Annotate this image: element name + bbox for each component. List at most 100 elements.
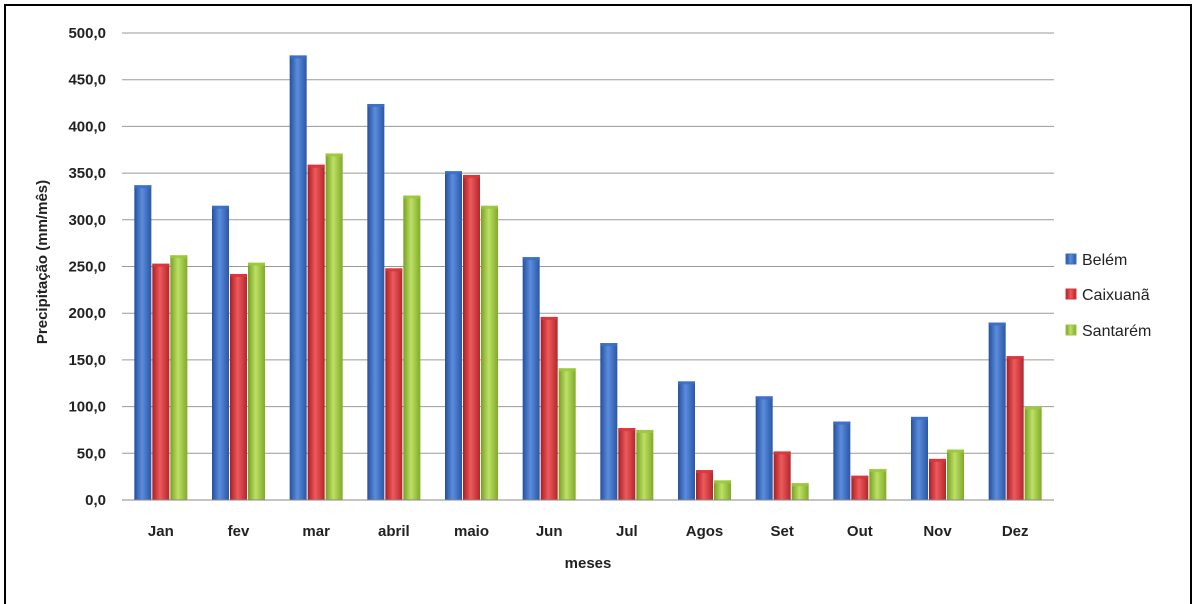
x-tick-label: mar [302, 523, 330, 540]
bar-Caixuanã-Set [773, 451, 791, 500]
x-tick-label: abril [378, 523, 410, 540]
x-tick-label: Set [770, 523, 793, 540]
bar [678, 381, 695, 500]
legend-label: Caixuanã [1082, 287, 1150, 304]
bar-cap [755, 396, 773, 400]
bar-cap [1024, 406, 1042, 410]
bar [170, 255, 188, 500]
bar-cap [248, 262, 265, 266]
bar-cap [134, 185, 152, 189]
bar [307, 164, 325, 500]
bar-Santarém-abril [403, 195, 421, 501]
bar-cap [307, 164, 325, 168]
bar-Caixuanã-Nov [929, 458, 946, 500]
bar-cap [636, 429, 654, 433]
y-axis-ticks: 0,0 50,0 100,0 150,0 200,0 250,0 300,0 350,0 400… [68, 25, 106, 509]
bar-cap [618, 428, 636, 432]
bar-cap [791, 483, 809, 487]
bar-Caixuanã-maio [463, 174, 480, 500]
bar-Belém-Jul [600, 343, 618, 500]
bar-Caixuanã-mar [307, 164, 325, 500]
bar-cap [929, 458, 946, 462]
bar-Santarém-Set [791, 483, 809, 500]
bar [1006, 356, 1024, 500]
x-tick-label: Dez [1002, 523, 1029, 540]
bar-cap [851, 475, 869, 479]
bar [367, 103, 385, 500]
bar [325, 153, 343, 500]
bar-cap [696, 470, 713, 474]
bar-Belém-abril [367, 103, 385, 500]
bar-cap [152, 263, 170, 267]
bar-Belém-Set [755, 396, 773, 500]
bar-cap [289, 55, 307, 59]
bar-Belém-maio [445, 171, 462, 500]
bar-cap [230, 273, 247, 277]
bar [911, 416, 928, 500]
bar [714, 480, 731, 500]
bar-cap [325, 153, 343, 157]
bar-Santarém-Jun [558, 368, 576, 500]
bar [1024, 406, 1042, 500]
bar [851, 475, 869, 500]
legend-swatch [1065, 324, 1077, 336]
y-tick-label: 500,0 [68, 25, 106, 42]
x-tick-label: Out [847, 523, 873, 540]
bar-Caixuanã-Agos [696, 470, 713, 500]
bar [869, 469, 887, 500]
bar [929, 458, 946, 500]
bar [134, 185, 152, 500]
y-tick-label: 150,0 [68, 352, 106, 369]
bar-Belém-Jun [522, 257, 540, 500]
y-tick-label: 300,0 [68, 212, 106, 229]
bar-cap [170, 255, 188, 259]
y-tick-label: 400,0 [68, 118, 106, 135]
y-tick-label: 200,0 [68, 305, 106, 322]
bar [600, 343, 618, 500]
bar-Santarém-Nov [947, 449, 964, 500]
bar-cap [911, 416, 928, 420]
legend-label: Belém [1082, 252, 1127, 269]
bar [212, 205, 229, 501]
legend-swatch [1065, 288, 1077, 300]
y-tick-label: 50,0 [77, 445, 106, 462]
x-tick-label: fev [228, 523, 250, 540]
bar-Caixuanã-Jan [152, 263, 170, 500]
bar-Santarém-Agos [714, 480, 731, 500]
bar-Caixuanã-Jul [618, 428, 636, 500]
bar-cap [385, 268, 403, 272]
bar-cap [833, 421, 851, 425]
bar [385, 268, 403, 500]
bar [289, 55, 307, 500]
bar-Caixuanã-Out [851, 475, 869, 500]
bar [522, 257, 540, 500]
bar [636, 429, 654, 500]
bar-Caixuanã-fev [230, 273, 247, 500]
bar-Santarém-fev [248, 262, 265, 500]
bar-cap [463, 174, 480, 178]
bar-Caixuanã-Dez [1006, 356, 1024, 500]
y-axis-title: Precipitação (mm/mês) [34, 180, 51, 344]
bar [248, 262, 265, 500]
x-tick-label: Jul [616, 523, 638, 540]
bar [558, 368, 576, 500]
bar [773, 451, 791, 500]
y-tick-label: 100,0 [68, 399, 106, 416]
bar [947, 449, 964, 500]
bar-Santarém-Jul [636, 429, 654, 500]
legend-swatch [1065, 253, 1077, 265]
bar [481, 205, 498, 501]
bar-Caixuanã-Jun [540, 316, 558, 500]
bar [403, 195, 421, 501]
chart-frame [4, 4, 1192, 604]
bar [445, 171, 462, 500]
bar-cap [558, 368, 576, 372]
bar [152, 263, 170, 500]
legend-label: Santarém [1082, 323, 1151, 340]
x-tick-label: Nov [923, 523, 952, 540]
bar-cap [367, 103, 385, 107]
bar-Belém-Dez [988, 322, 1006, 500]
bar-Belém-Jan [134, 185, 152, 500]
bar-Belém-mar [289, 55, 307, 500]
x-tick-label: Agos [686, 523, 724, 540]
